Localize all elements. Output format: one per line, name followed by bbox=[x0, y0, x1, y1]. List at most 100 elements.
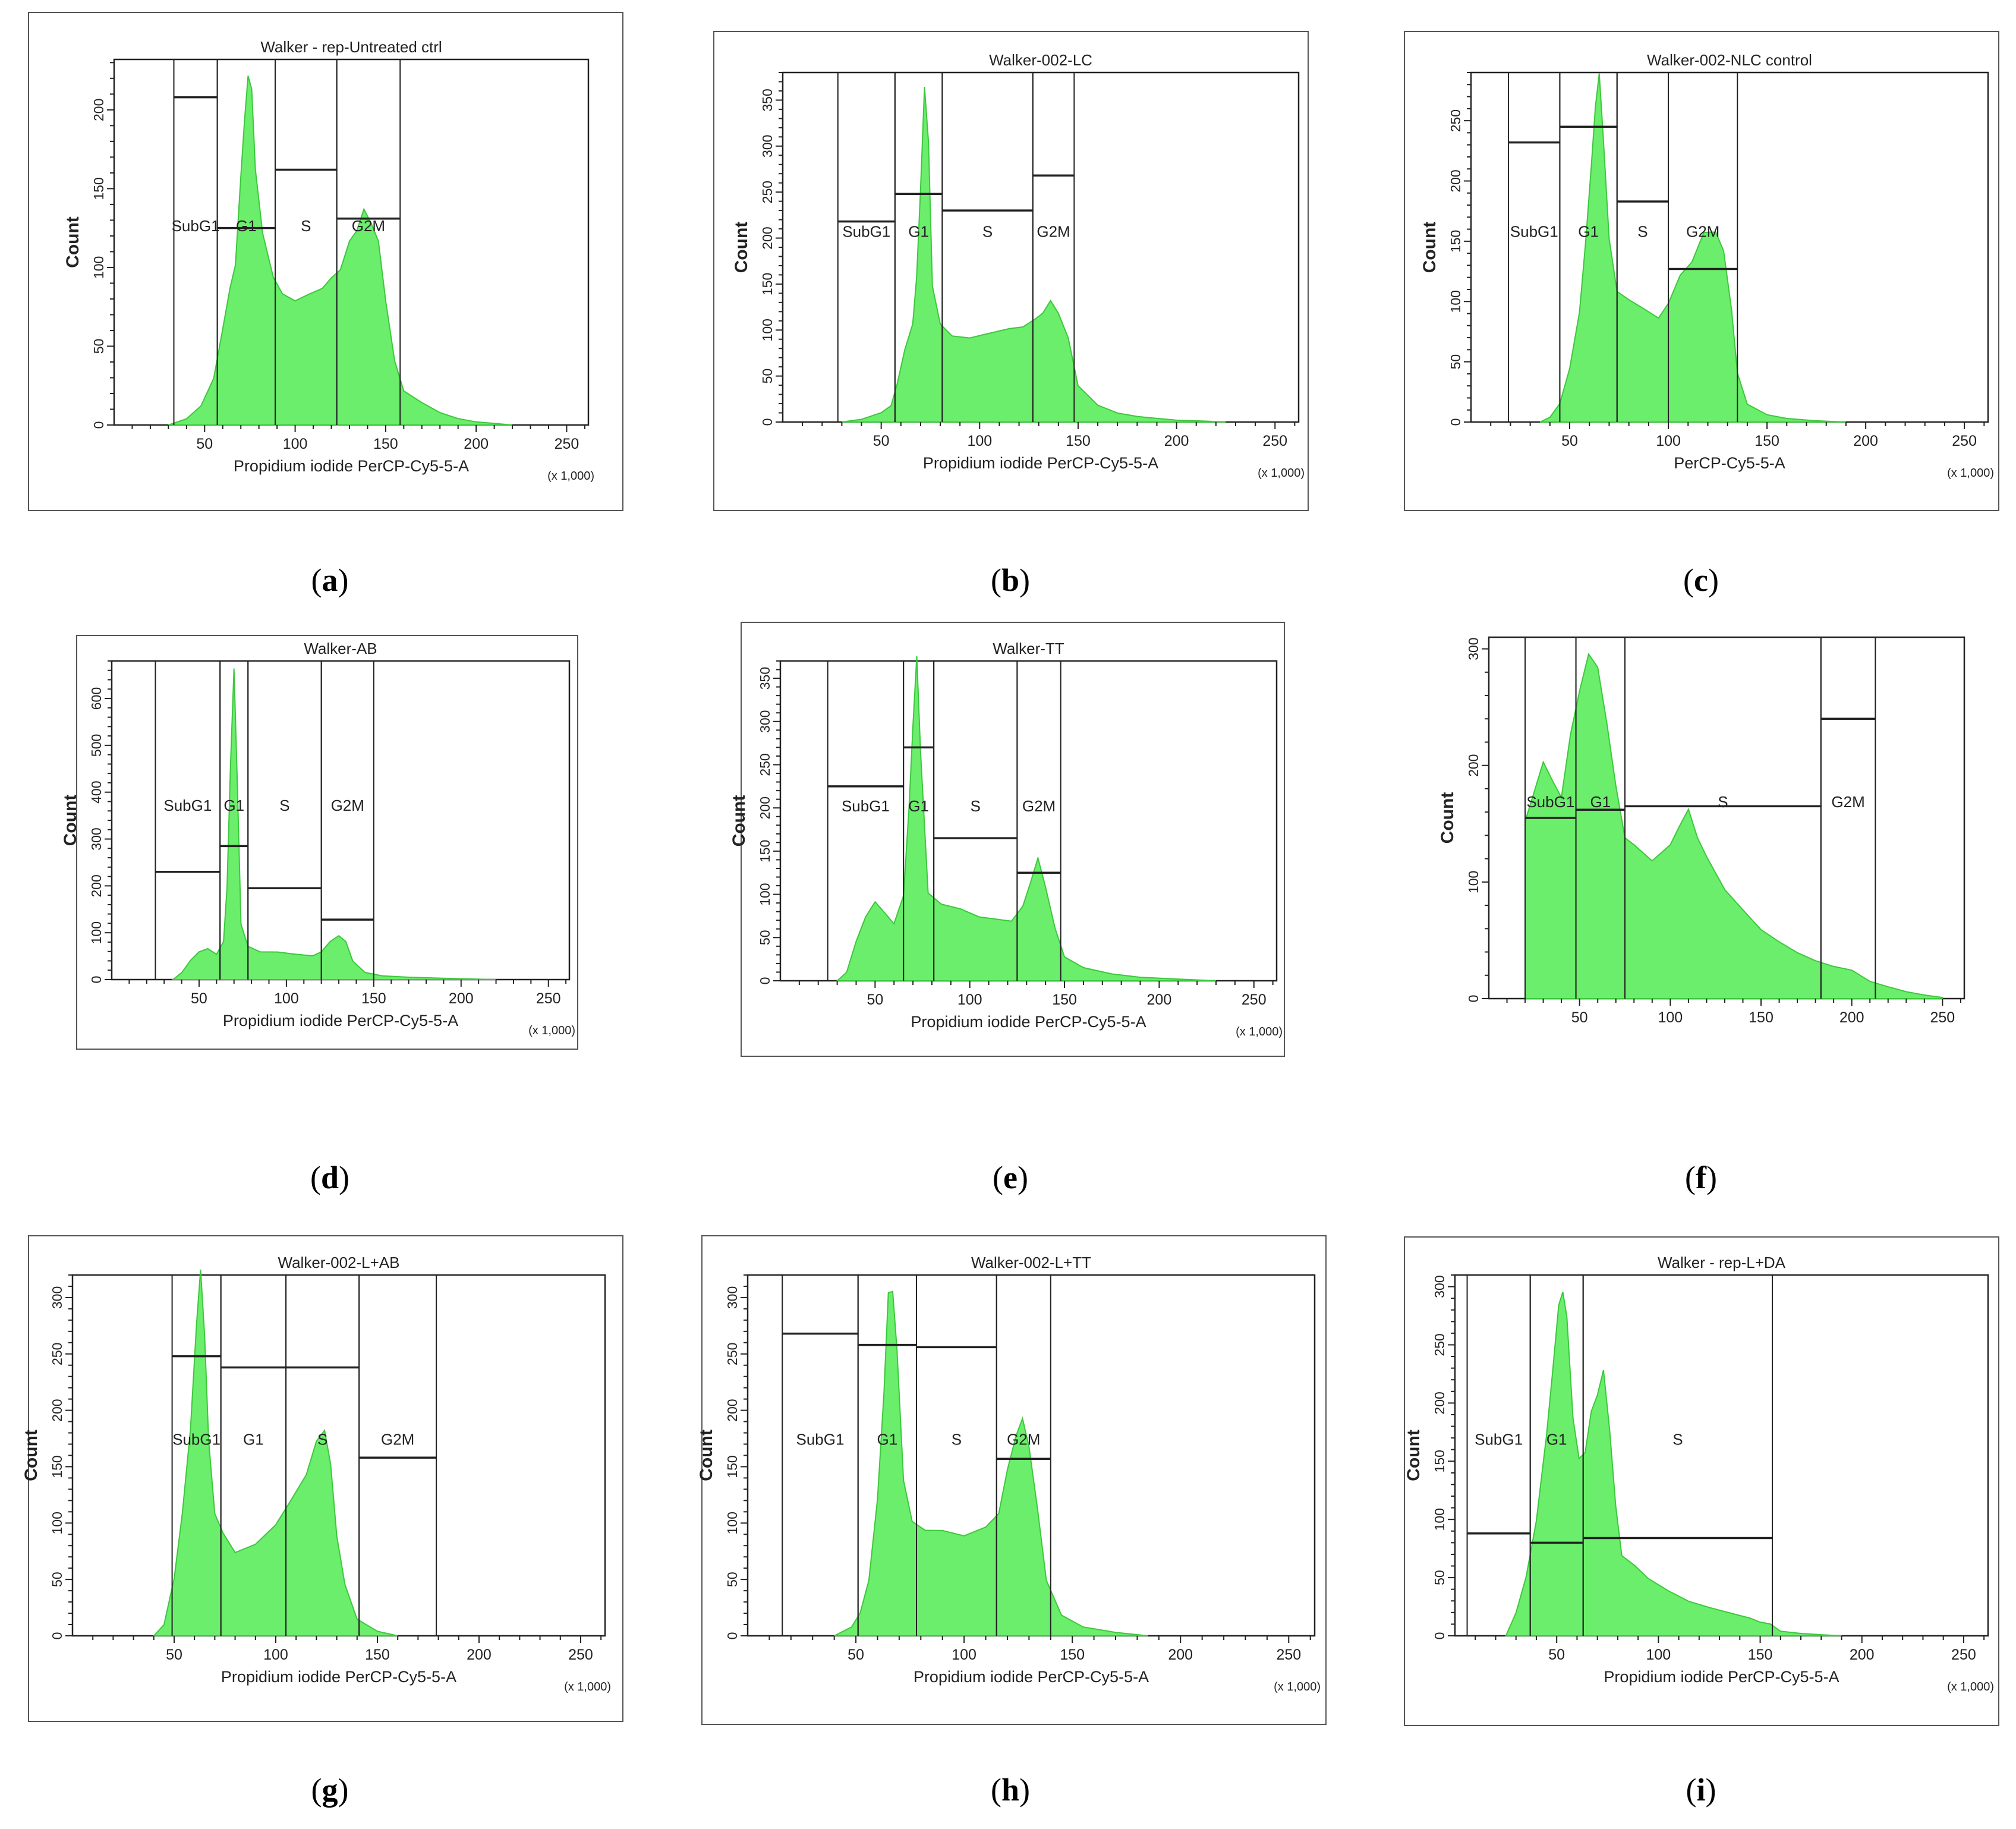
y-tick-label: 250 bbox=[1448, 109, 1463, 132]
gate-label-s: S bbox=[971, 797, 981, 815]
x-tick-label: 50 bbox=[1561, 433, 1578, 449]
y-tick-label: 300 bbox=[89, 827, 104, 850]
histogram-area bbox=[168, 75, 513, 426]
panel-border bbox=[1404, 31, 1999, 511]
gate-label-s: S bbox=[1718, 793, 1728, 811]
y-tick-label: 150 bbox=[91, 177, 106, 200]
chart-panel-a: SubG1 G1 S G2M 50 100 150 200 250 0 50 100 150 200 Wal… bbox=[28, 12, 623, 511]
histogram-area bbox=[152, 1269, 398, 1636]
gate-label-s: S bbox=[1637, 222, 1648, 240]
y-tick-label: 300 bbox=[49, 1286, 65, 1309]
y-axis-label: Count bbox=[732, 222, 751, 273]
y-tick-label: 0 bbox=[760, 418, 775, 426]
gate-label-g1: G1 bbox=[1590, 793, 1611, 811]
y-tick-label: 150 bbox=[757, 840, 773, 862]
x-tick-label: 150 bbox=[1748, 1647, 1773, 1663]
chart-panel-h: SubG1 G1 S G2M 50 100 150 200 250 0 50 100 150 200 250… bbox=[697, 1235, 1327, 1725]
chart-panel-c: SubG1 G1 S G2M 50 100 150 200 250 0 50 100 150 200 250… bbox=[1404, 31, 1999, 511]
y-tick-label: 250 bbox=[724, 1343, 740, 1365]
gate-label-subg1: SubG1 bbox=[172, 1430, 220, 1448]
gate-label-g1: G1 bbox=[236, 217, 257, 235]
y-tick-label: 150 bbox=[724, 1455, 740, 1478]
gate-label-subg1: SubG1 bbox=[172, 217, 220, 235]
y-axis-label: Count bbox=[729, 795, 749, 847]
x-tick-label: 250 bbox=[1951, 1647, 1976, 1663]
y-tick-label: 350 bbox=[760, 89, 775, 111]
chart-title: Walker - rep-L+DA bbox=[1658, 1254, 1786, 1271]
panel-border bbox=[28, 12, 623, 511]
y-tick-label: 100 bbox=[49, 1512, 65, 1534]
y-tick-label: 0 bbox=[1448, 418, 1463, 426]
panel-caption-a: (a) bbox=[311, 562, 349, 598]
x-tick-label: 200 bbox=[1147, 991, 1172, 1008]
x-tick-label: 150 bbox=[373, 436, 398, 452]
panel-caption-c: (c) bbox=[1683, 562, 1719, 598]
y-tick-label: 0 bbox=[1432, 1632, 1447, 1640]
x-tick-label: 250 bbox=[1952, 433, 1977, 449]
x-axis-label: Propidium iodide PerCP-Cy5-5-A bbox=[223, 1012, 458, 1030]
x-tick-label: 250 bbox=[536, 990, 561, 1007]
y-tick-label: 200 bbox=[91, 99, 106, 121]
y-tick-label: 100 bbox=[724, 1512, 740, 1534]
x-tick-label: 100 bbox=[1656, 433, 1681, 449]
x-multiplier-label: (x 1,000) bbox=[528, 1024, 575, 1037]
gate-label-subg1: SubG1 bbox=[1526, 793, 1574, 811]
y-tick-label: 300 bbox=[724, 1286, 740, 1309]
x-tick-label: 100 bbox=[1646, 1647, 1671, 1663]
y-tick-label: 250 bbox=[760, 181, 775, 203]
x-tick-label: 200 bbox=[467, 1647, 492, 1663]
histogram-area bbox=[1505, 1292, 1842, 1636]
gate-label-g2m: G2M bbox=[1037, 222, 1070, 240]
y-tick-label: 200 bbox=[757, 797, 773, 819]
x-tick-label: 250 bbox=[1242, 991, 1267, 1008]
x-tick-label: 100 bbox=[283, 436, 308, 452]
y-tick-label: 200 bbox=[1466, 754, 1481, 777]
x-tick-label: 250 bbox=[1930, 1009, 1955, 1026]
y-axis-label: Count bbox=[697, 1430, 716, 1481]
panel-border bbox=[1404, 1236, 1999, 1726]
histogram-area bbox=[171, 668, 496, 980]
y-tick-label: 0 bbox=[724, 1632, 740, 1640]
gate-label-g1: G1 bbox=[243, 1430, 264, 1448]
y-tick-label: 250 bbox=[757, 753, 773, 776]
y-tick-label: 400 bbox=[89, 781, 104, 804]
chart-panel-b: SubG1 G1 S G2M 50 100 150 200 250 0 50 100 150 200 250… bbox=[713, 31, 1309, 511]
x-tick-label: 200 bbox=[1839, 1009, 1864, 1026]
chart-title: Walker - rep-Untreated ctrl bbox=[260, 38, 442, 56]
y-axis-label: Count bbox=[1438, 792, 1457, 844]
y-axis-label: Count bbox=[61, 795, 80, 846]
x-tick-label: 200 bbox=[464, 436, 489, 452]
panel-caption-i: (i) bbox=[1686, 1772, 1716, 1808]
x-tick-label: 200 bbox=[1168, 1647, 1193, 1663]
chart-title: Walker-TT bbox=[993, 640, 1064, 657]
gate-label-g1: G1 bbox=[908, 797, 929, 815]
gate-label-subg1: SubG1 bbox=[796, 1430, 845, 1448]
y-tick-label: 150 bbox=[49, 1455, 65, 1478]
y-tick-label: 150 bbox=[760, 273, 775, 295]
x-tick-label: 150 bbox=[365, 1647, 390, 1663]
x-tick-label: 100 bbox=[957, 991, 982, 1008]
y-tick-label: 50 bbox=[760, 369, 775, 384]
x-multiplier-label: (x 1,000) bbox=[1274, 1680, 1321, 1693]
gate-label-g2m: G2M bbox=[381, 1430, 414, 1448]
y-tick-label: 200 bbox=[760, 226, 775, 249]
y-tick-label: 200 bbox=[1432, 1392, 1447, 1414]
gate-label-subg1: SubG1 bbox=[1510, 222, 1558, 240]
y-tick-label: 300 bbox=[1432, 1275, 1447, 1298]
y-tick-label: 100 bbox=[757, 883, 773, 905]
x-tick-label: 50 bbox=[191, 990, 207, 1007]
gate-label-g2m: G2M bbox=[1007, 1430, 1040, 1448]
x-tick-label: 150 bbox=[1749, 1009, 1774, 1026]
y-tick-label: 0 bbox=[91, 421, 106, 429]
gate-label-g2m: G2M bbox=[1022, 797, 1056, 815]
x-axis-label: PerCP-Cy5-5-A bbox=[1674, 454, 1785, 472]
x-tick-label: 150 bbox=[361, 990, 386, 1007]
y-tick-label: 100 bbox=[89, 921, 104, 944]
x-tick-label: 50 bbox=[873, 433, 890, 449]
x-tick-label: 200 bbox=[449, 990, 474, 1007]
histogram-area bbox=[834, 1290, 1148, 1636]
x-tick-label: 250 bbox=[555, 436, 579, 452]
gate-label-s: S bbox=[301, 217, 311, 235]
x-tick-label: 50 bbox=[196, 436, 213, 452]
